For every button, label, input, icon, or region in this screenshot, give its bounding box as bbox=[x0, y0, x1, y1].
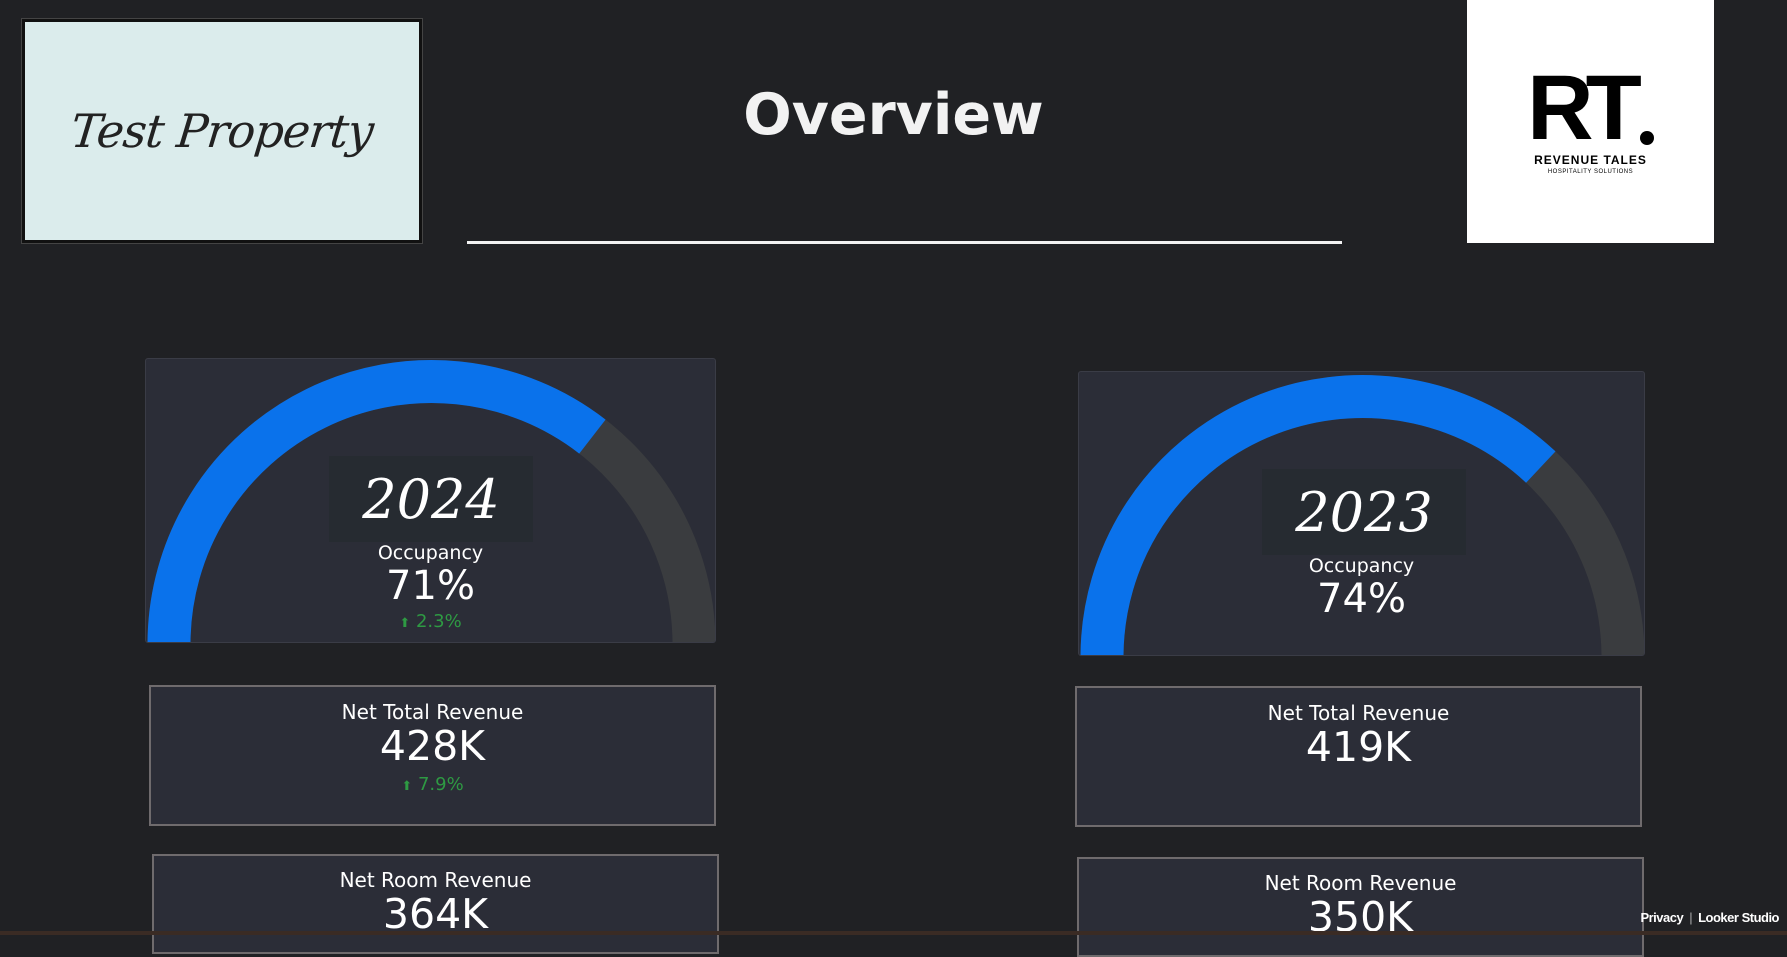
year-badge-2024: 2024 bbox=[329, 456, 533, 542]
net-room-revenue-value-2024: 364K bbox=[382, 890, 489, 938]
occupancy-gauge-2024: 2024 Occupancy 71% ⬆ 2.3% bbox=[145, 358, 716, 643]
arrow-up-icon: ⬆ bbox=[401, 779, 413, 794]
property-logo: Test Property bbox=[22, 19, 422, 243]
year-label-2023: 2023 bbox=[1295, 480, 1433, 544]
net-total-revenue-card-2023: Net Total Revenue 419K bbox=[1075, 686, 1642, 827]
net-total-revenue-value-2023: 419K bbox=[1305, 723, 1412, 771]
occupancy-label-2023: Occupancy bbox=[1308, 555, 1415, 577]
net-room-revenue-label-2023: Net Room Revenue bbox=[1264, 871, 1457, 895]
net-total-revenue-value-2024: 428K bbox=[379, 722, 486, 770]
page-title: Overview bbox=[743, 82, 1044, 148]
year-badge-2023: 2023 bbox=[1262, 469, 1466, 555]
net-total-revenue-card-2024: Net Total Revenue 428K ⬆ 7.9% bbox=[149, 685, 716, 826]
net-total-revenue-label-2023: Net Total Revenue bbox=[1267, 701, 1450, 725]
gauge-fill-2023 bbox=[1080, 375, 1556, 655]
brand-logo-tagline: HOSPITALITY SOLUTIONS bbox=[1547, 168, 1634, 175]
net-total-revenue-label-2024: Net Total Revenue bbox=[341, 700, 524, 724]
occupancy-delta-2024: ⬆ 2.3% bbox=[399, 611, 462, 632]
occupancy-gauge-2023: 2023 Occupancy 74% bbox=[1078, 371, 1645, 656]
gauge-2023-svg bbox=[1080, 375, 1644, 655]
occupancy-value-2023: 74% bbox=[1317, 576, 1406, 622]
looker-studio-link[interactable]: Looker Studio bbox=[1698, 910, 1779, 925]
footer-links: Privacy | Looker Studio bbox=[1640, 910, 1779, 925]
brand-logo-name: REVENUE TALES bbox=[1534, 152, 1647, 167]
net-total-revenue-delta-2024: ⬆ 7.9% bbox=[401, 774, 464, 795]
net-room-revenue-card-2024: Net Room Revenue 364K bbox=[152, 854, 719, 954]
privacy-link[interactable]: Privacy bbox=[1640, 910, 1684, 925]
title-divider bbox=[467, 241, 1342, 244]
year-label-2024: 2024 bbox=[362, 467, 500, 531]
footer-separator: | bbox=[1689, 910, 1693, 925]
net-room-revenue-label-2024: Net Room Revenue bbox=[339, 868, 532, 892]
arrow-up-icon: ⬆ bbox=[399, 616, 411, 631]
occupancy-value-2024: 71% bbox=[386, 563, 475, 609]
gauge-2024-svg bbox=[147, 360, 715, 642]
gauge-fill-2024 bbox=[147, 360, 606, 642]
bottom-border bbox=[0, 931, 1787, 935]
brand-logo-mark: RT bbox=[1527, 62, 1654, 154]
occupancy-label-2024: Occupancy bbox=[377, 542, 484, 564]
net-room-revenue-card-2023: Net Room Revenue 350K bbox=[1077, 857, 1644, 957]
brand-logo: RT REVENUE TALES HOSPITALITY SOLUTIONS bbox=[1467, 0, 1714, 243]
